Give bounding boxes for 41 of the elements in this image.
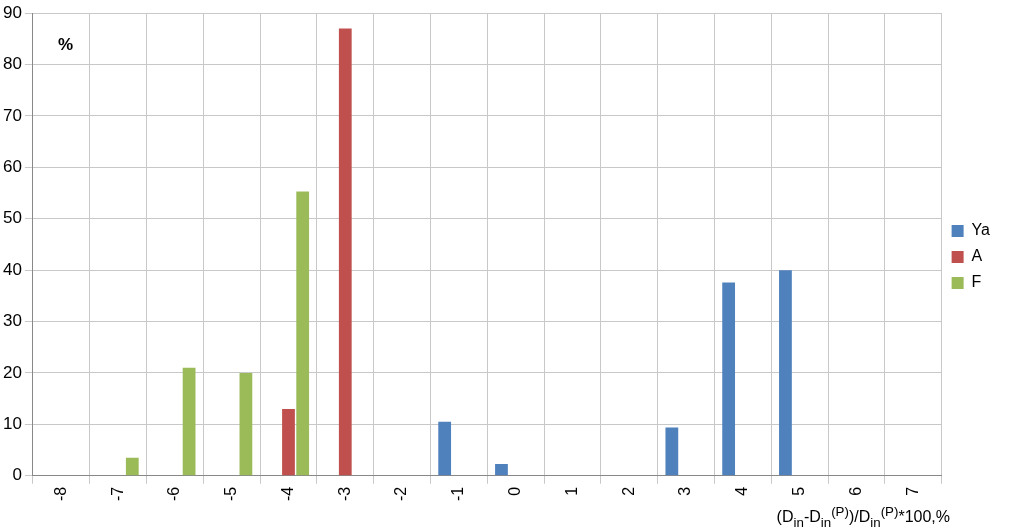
legend-label: Ya bbox=[971, 221, 991, 239]
y-tick-label: 50 bbox=[2, 208, 22, 228]
x-tick-label: 5 bbox=[790, 486, 808, 496]
x-tick-label: 1 bbox=[562, 486, 580, 496]
bar bbox=[239, 372, 253, 476]
y-tick-label: 90 bbox=[2, 2, 22, 22]
legend-label: F bbox=[971, 273, 982, 291]
x-tick-label: -5 bbox=[222, 486, 240, 502]
bar bbox=[282, 408, 295, 476]
x-tick-label: -4 bbox=[278, 486, 296, 502]
bar bbox=[722, 282, 736, 476]
y-axis-title: % bbox=[57, 34, 74, 54]
x-tick-label: -7 bbox=[108, 486, 126, 502]
bar bbox=[665, 427, 679, 476]
y-tick-label: 40 bbox=[2, 259, 22, 279]
x-tick-label: -3 bbox=[335, 486, 353, 502]
y-tick-label: 60 bbox=[2, 157, 22, 177]
bar bbox=[125, 457, 139, 476]
bar bbox=[438, 421, 452, 476]
x-tick-label: -1 bbox=[449, 486, 467, 502]
x-tick-label: 6 bbox=[846, 486, 864, 496]
bar bbox=[338, 28, 352, 476]
bar bbox=[182, 367, 196, 476]
bar bbox=[495, 463, 508, 476]
x-tick-label: -6 bbox=[165, 486, 183, 502]
x-tick-label: 0 bbox=[506, 486, 524, 496]
bar bbox=[296, 191, 310, 476]
y-tick-label: 20 bbox=[2, 362, 22, 382]
x-tick-label: 7 bbox=[903, 486, 921, 496]
bar bbox=[779, 270, 792, 476]
x-tick-label: -8 bbox=[51, 486, 69, 502]
x-tick-label: 4 bbox=[733, 486, 751, 496]
x-tick-label: 3 bbox=[676, 486, 694, 496]
y-tick-label: 80 bbox=[2, 54, 22, 74]
y-tick-label: 30 bbox=[2, 311, 22, 331]
x-tick-label: 2 bbox=[619, 486, 637, 496]
text: (D$_{in}$-D$_{in}$$^{(P)}$)/D$_{in}$$^{(P)}$*100,% bbox=[776, 504, 950, 530]
legend-label: A bbox=[971, 247, 983, 265]
x-tick-label: -2 bbox=[392, 486, 410, 502]
y-tick-label: 70 bbox=[2, 105, 22, 125]
y-tick-label: 10 bbox=[2, 414, 22, 434]
